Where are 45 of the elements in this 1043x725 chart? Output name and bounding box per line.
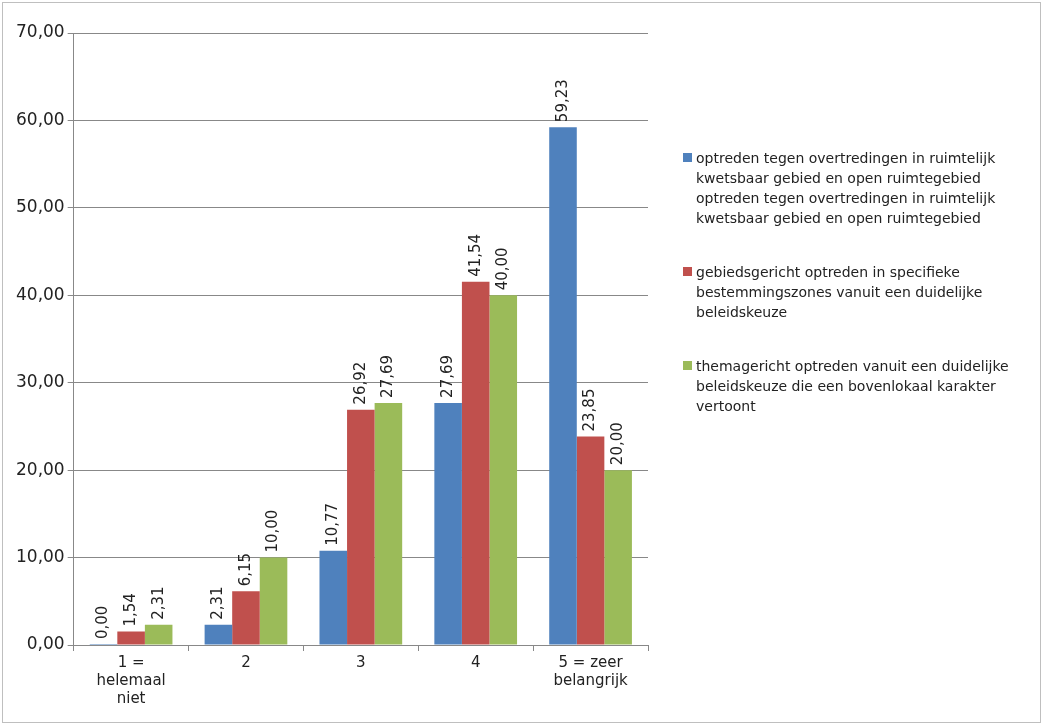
y-tick-label: 0,00 (26, 633, 65, 654)
data-label: 27,69 (378, 354, 397, 398)
data-label: 10,77 (323, 502, 342, 546)
bar (232, 591, 260, 645)
bar (204, 624, 233, 645)
data-label: 1,54 (120, 593, 139, 627)
bar (144, 624, 173, 645)
bar (461, 281, 490, 645)
data-label: 2,31 (148, 586, 167, 620)
data-label: 10,00 (263, 509, 282, 553)
bar (319, 550, 348, 645)
x-tick-label: 3 (356, 652, 366, 671)
data-label: 2,31 (208, 586, 227, 620)
y-tick-label: 10,00 (16, 545, 65, 566)
data-label: 0,00 (93, 605, 112, 639)
data-label: 23,85 (580, 388, 599, 432)
y-tick-label: 60,00 (16, 108, 65, 129)
y-tick-label: 40,00 (16, 283, 65, 304)
x-tick-label: 5 = zeer belangrijk (553, 652, 629, 689)
bar (489, 295, 518, 645)
x-tick-label: 1 = helemaal niet (96, 652, 166, 707)
data-label: 6,15 (235, 552, 254, 587)
data-label: 20,00 (608, 422, 627, 466)
bar (374, 402, 403, 645)
bar (434, 402, 462, 645)
bar (347, 409, 375, 645)
data-label: 40,00 (493, 247, 512, 291)
data-label: 41,54 (465, 233, 484, 277)
y-tick-label: 30,00 (16, 371, 65, 392)
x-tick-label: 4 (470, 652, 481, 671)
legend-label: themagericht optreden vanuit een duidelijke beleidskeuze die een bovenlokaal karakter vertoont (696, 357, 1010, 416)
data-label: 27,69 (438, 354, 457, 398)
x-tick-label: 2 (241, 652, 251, 671)
y-tick-label: 50,00 (16, 196, 65, 217)
bar (117, 631, 145, 645)
bar (549, 127, 577, 645)
data-label: 59,23 (552, 79, 571, 123)
data-label: 26,92 (350, 361, 369, 405)
legend-label: gebiedsgericht optreden in specifieke bestemmingszones vanuit een duidelijke beleidskeuze (696, 263, 984, 322)
bar (576, 436, 605, 645)
legend-label: optreden tegen overtredingen in ruimtelijk kwetsbaar gebied en open ruimtegebied optreden tegen overtredingen in ruimtelijk kwetsbaar gebied en open ruimtegebied (696, 149, 997, 228)
y-tick-label: 70,00 (16, 21, 65, 42)
bar (259, 557, 288, 645)
bar (604, 470, 632, 645)
y-tick-label: 20,00 (16, 458, 65, 479)
